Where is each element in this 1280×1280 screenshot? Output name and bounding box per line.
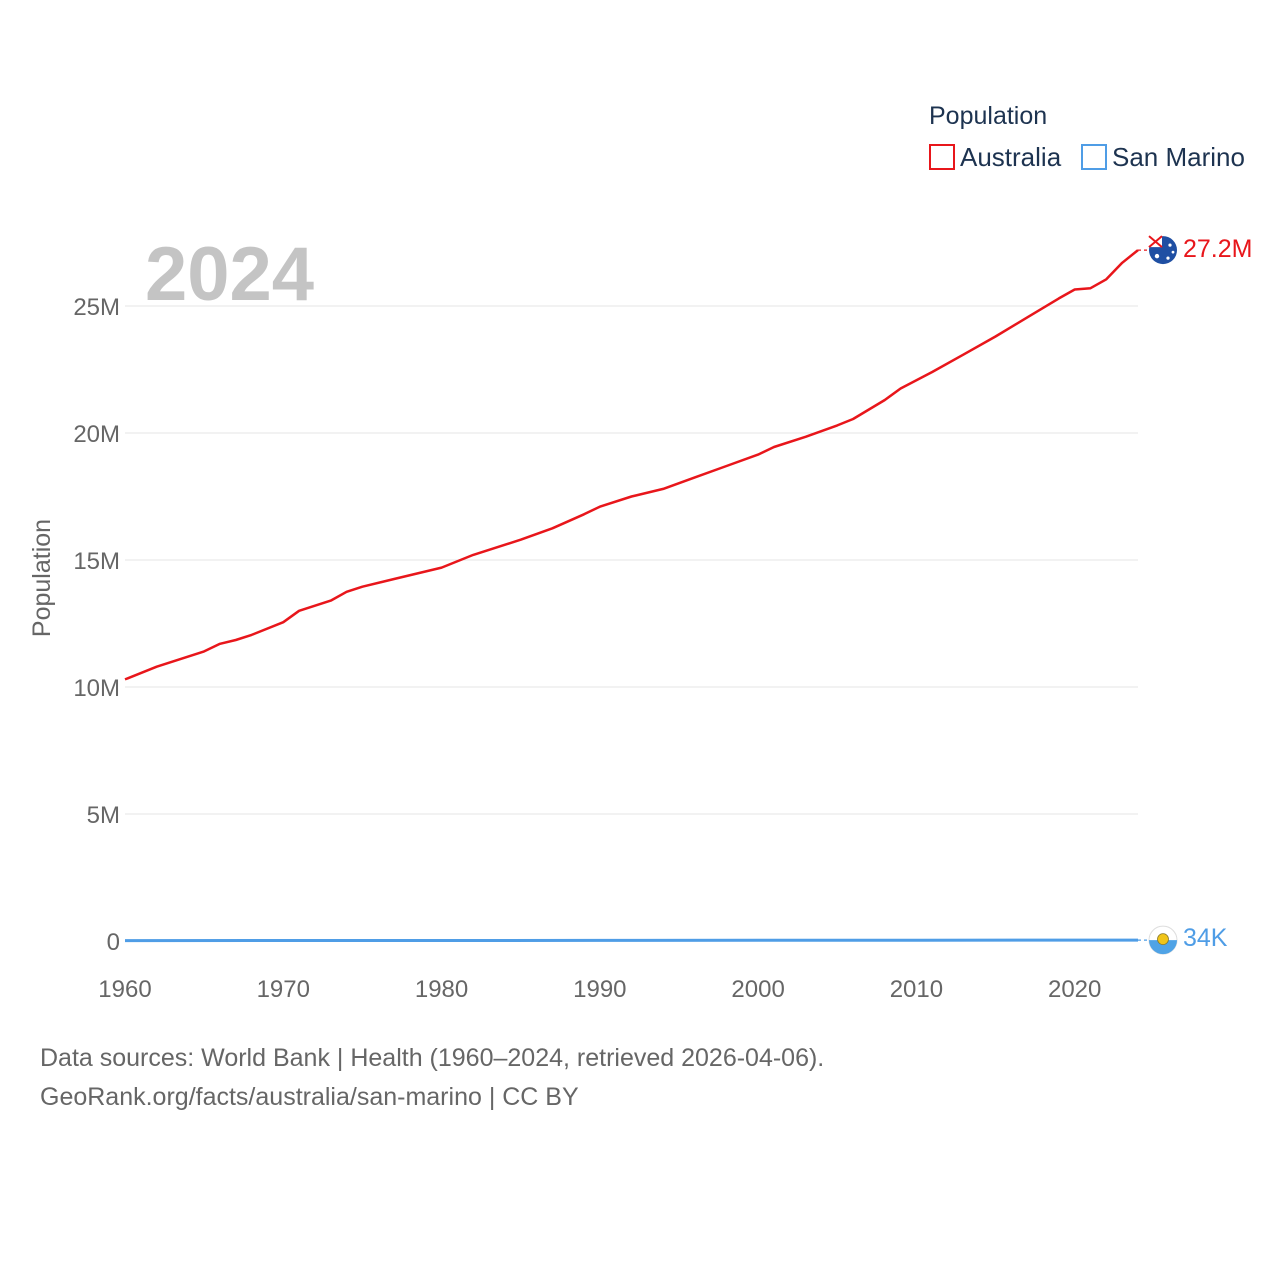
end-value-label: 27.2M	[1183, 235, 1252, 263]
x-axis-ticks: 1960 1970 1980 1990 2000 2010 2020	[98, 976, 1101, 1003]
y-tick-label: 5M	[87, 802, 120, 829]
x-tick-label: 1960	[98, 976, 151, 1003]
y-tick-label: 0	[107, 929, 120, 956]
legend[interactable]: Population Australia San Marino	[929, 102, 1245, 172]
y-tick-label: 10M	[73, 675, 120, 702]
series-end-markers: 27.2M 34K	[1138, 235, 1252, 955]
x-tick-label: 2010	[890, 976, 943, 1003]
y-tick-label: 20M	[73, 421, 120, 448]
footer-sources: Data sources: World Bank | Health (1960–…	[40, 1044, 825, 1072]
y-tick-label: 15M	[73, 548, 120, 575]
legend-label[interactable]: San Marino	[1112, 142, 1245, 172]
series-line-australia[interactable]	[124, 249, 1139, 681]
legend-swatch[interactable]	[1081, 144, 1107, 170]
year-label: 2024	[145, 232, 314, 317]
legend-label[interactable]: Australia	[960, 142, 1062, 172]
legend-swatch[interactable]	[929, 144, 955, 170]
footer-attribution[interactable]: GeoRank.org/facts/australia/san-marino |…	[40, 1083, 579, 1111]
end-value-label: 34K	[1183, 924, 1228, 952]
y-axis-title: Population	[28, 519, 56, 637]
y-tick-label: 25M	[73, 294, 120, 321]
legend-title: Population	[929, 102, 1047, 130]
x-tick-label: 2000	[731, 976, 784, 1003]
san-marino-flag-icon	[1148, 925, 1178, 955]
australia-flag-icon	[1148, 235, 1177, 265]
x-tick-label: 1970	[257, 976, 310, 1003]
series-lines	[124, 249, 1139, 943]
y-axis-ticks: 0 5M 10M 15M 20M 25M	[73, 294, 120, 956]
series-line-san-marino[interactable]	[124, 938, 1138, 943]
x-tick-label: 1990	[573, 976, 626, 1003]
x-tick-label: 1980	[415, 976, 468, 1003]
x-tick-label: 2020	[1048, 976, 1101, 1003]
